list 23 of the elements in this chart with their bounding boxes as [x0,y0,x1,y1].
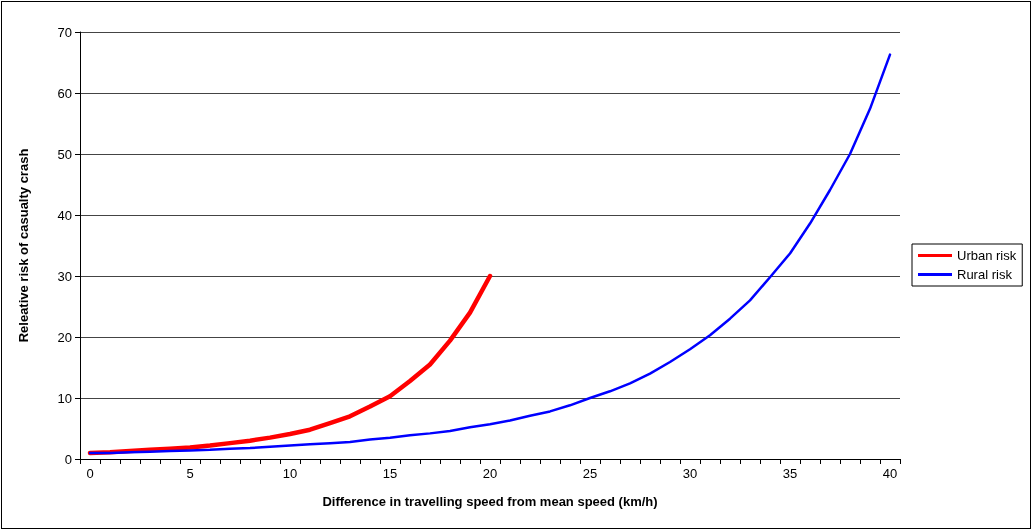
x-tick-label: 15 [382,466,398,481]
y-tick-label: 0 [64,451,72,467]
x-tick-label: 10 [282,466,298,481]
x-axis-title: Difference in travelling speed from mean speed (km/h) [322,494,658,509]
y-tick-label: 50 [57,146,72,162]
y-tick-label: 20 [57,329,72,345]
x-tick-label: 25 [582,466,598,481]
legend-label: Urban risk [957,248,1017,263]
x-tick-label: 40 [882,466,898,481]
line-series [87,273,493,456]
y-tick-label: 30 [57,268,72,284]
y-tick-label: 70 [57,24,72,40]
legend-label: Rural risk [957,267,1013,282]
y-tick-label: 60 [57,85,72,101]
x-tick-label: 35 [782,466,798,481]
line-series [88,53,892,455]
x-tick-label: 0 [86,466,94,481]
x-tick-label: 5 [186,466,194,481]
x-tick-label: 30 [682,466,698,481]
y-tick-label: 40 [57,207,72,223]
x-tick-label: 20 [482,466,498,481]
y-tick-label: 10 [57,390,72,406]
y-axis-title: Releative risk of casualty crash [16,148,31,343]
